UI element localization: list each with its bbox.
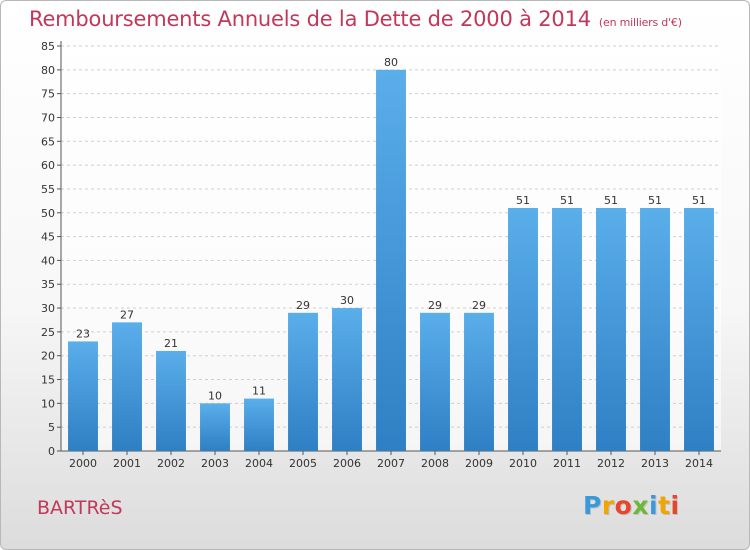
x-tick-label-2012: 2012 xyxy=(597,457,625,470)
x-tick-label-2002: 2002 xyxy=(157,457,185,470)
bar-2000 xyxy=(68,341,98,451)
y-tick-label: 75 xyxy=(41,88,55,101)
bar-2014 xyxy=(684,208,714,451)
y-tick-label: 60 xyxy=(41,159,55,172)
bar-2004 xyxy=(244,398,274,451)
x-tick-label-2013: 2013 xyxy=(641,457,669,470)
data-label-2004: 11 xyxy=(252,385,266,398)
y-tick-label: 25 xyxy=(41,326,55,339)
logo-letter: r xyxy=(601,491,615,520)
bar-2009 xyxy=(464,312,494,451)
bar-2010 xyxy=(508,208,538,451)
data-label-2014: 51 xyxy=(692,194,706,207)
x-tick-label-2007: 2007 xyxy=(377,457,405,470)
y-tick-label: 80 xyxy=(41,64,55,77)
y-tick-label: 20 xyxy=(41,350,55,363)
logo-letter: o xyxy=(614,491,633,520)
bar-2002 xyxy=(156,350,186,451)
bar-2006 xyxy=(332,308,362,451)
y-tick-label: 35 xyxy=(41,278,55,291)
y-tick-label: 15 xyxy=(41,374,55,387)
y-tick-label: 45 xyxy=(41,231,55,244)
data-label-2002: 21 xyxy=(164,337,178,350)
x-tick-label-2009: 2009 xyxy=(465,457,493,470)
bar-2005 xyxy=(288,312,318,451)
x-tick-label-2003: 2003 xyxy=(201,457,229,470)
x-tick-label-2000: 2000 xyxy=(69,457,97,470)
logo-letter: t xyxy=(658,491,671,520)
y-tick-label: 0 xyxy=(48,445,55,458)
y-tick-label: 40 xyxy=(41,254,55,267)
y-tick-label: 5 xyxy=(48,421,55,434)
data-label-2012: 51 xyxy=(604,194,618,207)
logo-letter: x xyxy=(632,491,649,520)
x-tick-label-2008: 2008 xyxy=(421,457,449,470)
data-label-2001: 27 xyxy=(120,308,134,321)
x-tick-label-2010: 2010 xyxy=(509,457,537,470)
x-tick-label-2014: 2014 xyxy=(685,457,713,470)
bar-2003 xyxy=(200,403,230,451)
bar-2013 xyxy=(640,208,670,451)
x-tick-label-2001: 2001 xyxy=(113,457,141,470)
commune-name: BARTRèS xyxy=(37,497,123,519)
data-label-2006: 30 xyxy=(340,294,354,307)
data-label-2013: 51 xyxy=(648,194,662,207)
logo-letter: i xyxy=(670,491,680,520)
data-label-2000: 23 xyxy=(76,327,90,340)
bar-2008 xyxy=(420,312,450,451)
y-tick-label: 10 xyxy=(41,397,55,410)
x-tick-label-2004: 2004 xyxy=(245,457,273,470)
y-tick-label: 55 xyxy=(41,183,55,196)
data-label-2008: 29 xyxy=(428,299,442,312)
logo-letter: i xyxy=(649,491,659,520)
data-label-2007: 80 xyxy=(384,56,398,69)
proxiti-logo: Proxiti xyxy=(583,491,680,520)
data-label-2003: 10 xyxy=(208,389,222,402)
data-label-2009: 29 xyxy=(472,299,486,312)
data-label-2010: 51 xyxy=(516,194,530,207)
data-label-2011: 51 xyxy=(560,194,574,207)
bar-2012 xyxy=(596,208,626,451)
y-tick-label: 70 xyxy=(41,111,55,124)
y-tick-label: 85 xyxy=(41,40,55,53)
x-tick-label-2011: 2011 xyxy=(553,457,581,470)
bar-2011 xyxy=(552,208,582,451)
y-tick-label: 50 xyxy=(41,207,55,220)
y-tick-label: 30 xyxy=(41,302,55,315)
bar-2001 xyxy=(112,322,142,451)
x-tick-label-2006: 2006 xyxy=(333,457,361,470)
data-label-2005: 29 xyxy=(296,299,310,312)
x-tick-label-2005: 2005 xyxy=(289,457,317,470)
y-tick-label: 65 xyxy=(41,135,55,148)
chart-title: Remboursements Annuels de la Dette de 20… xyxy=(29,7,682,31)
bar-2007 xyxy=(376,69,406,451)
logo-letter: P xyxy=(583,491,602,520)
chart-subtitle: (en milliers d'€) xyxy=(598,16,682,29)
